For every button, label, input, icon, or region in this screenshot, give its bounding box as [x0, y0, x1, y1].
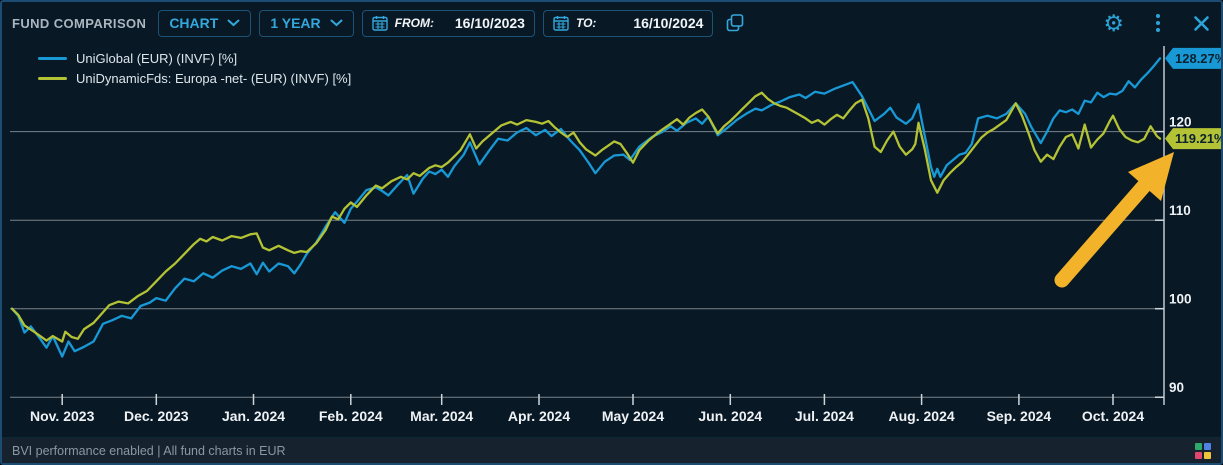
- kebab-dot: [1156, 21, 1160, 25]
- x-axis-label: Feb. 2024: [319, 408, 383, 424]
- y-axis-label: 110: [1169, 203, 1191, 218]
- kebab-dot: [1156, 28, 1160, 32]
- legend-item-unidynamicfds[interactable]: UniDynamicFds: Europa -net- (EUR) (INVF)…: [38, 71, 351, 86]
- x-axis-label: Dec. 2023: [124, 408, 189, 424]
- unidynamicfds-value-badge: [1165, 128, 1221, 150]
- time-range-dropdown[interactable]: 1 YEAR: [259, 9, 354, 37]
- more-options-button[interactable]: [1150, 12, 1166, 34]
- from-date-value: 16/10/2023: [454, 15, 525, 31]
- legend-label: UniGlobal (EUR) (INVF) [%]: [76, 51, 238, 66]
- badge-value: 119.21%: [1175, 131, 1223, 146]
- to-date-value: 16/10/2024: [633, 15, 704, 31]
- from-label: FROM:: [394, 16, 434, 30]
- calendar-icon: [371, 16, 388, 31]
- x-axis-label: Oct. 2024: [1082, 408, 1144, 424]
- y-axis-label: 100: [1169, 292, 1192, 307]
- to-label: TO:: [575, 16, 597, 30]
- copy-icon: [727, 14, 744, 32]
- chevron-down-icon: [330, 19, 343, 27]
- x-axis-label: Mar. 2024: [410, 408, 473, 424]
- from-date-field[interactable]: FROM: 16/10/2023: [361, 9, 535, 37]
- uniglobal-value-badge: [1165, 47, 1221, 69]
- uniglobal-series-line: [10, 57, 1162, 358]
- status-text: BVI performance enabled | All fund chart…: [12, 443, 286, 458]
- x-axis-label: Jan. 2024: [222, 408, 285, 424]
- unidynamicfds-series-line: [10, 91, 1162, 343]
- copy-button[interactable]: [725, 13, 745, 33]
- status-bar: BVI performance enabled | All fund chart…: [2, 437, 1221, 463]
- kebab-dot: [1156, 14, 1160, 18]
- annotation-arrow-shaft: [1054, 178, 1152, 288]
- calendar-icon: [553, 16, 569, 31]
- badge-value: 128.27%: [1175, 51, 1223, 66]
- legend-item-uniglobal[interactable]: UniGlobal (EUR) (INVF) [%]: [38, 51, 351, 66]
- uniglobal-series-swatch: [38, 57, 67, 60]
- x-axis-label: Jul. 2024: [795, 408, 854, 424]
- x-axis-label: Sep. 2024: [987, 408, 1052, 424]
- gear-icon: ⚙: [1103, 9, 1124, 36]
- y-axis-label: 120: [1169, 115, 1192, 130]
- unidynamicfds-series-swatch: [38, 77, 67, 80]
- chart-type-dropdown[interactable]: CHART: [158, 9, 252, 37]
- annotation-arrow-head: [1128, 152, 1174, 201]
- y-axis-label: 90: [1169, 380, 1184, 395]
- header-toolbar: FUND COMPARISON CHART 1 YEAR FROM: 16/10…: [2, 2, 1221, 44]
- to-date-field[interactable]: TO: 16/10/2024: [542, 9, 714, 37]
- x-axis-label: Apr. 2024: [508, 408, 570, 424]
- close-button[interactable]: [1192, 14, 1211, 33]
- x-axis-label: Jun. 2024: [698, 408, 762, 424]
- time-range-dropdown-value: 1 YEAR: [270, 15, 321, 31]
- app-grid-cell: [1195, 451, 1202, 459]
- chevron-down-icon: [227, 19, 240, 27]
- x-axis-label: Aug. 2024: [889, 408, 955, 424]
- app-grid-button[interactable]: [1195, 442, 1211, 459]
- close-icon: [1194, 15, 1209, 31]
- app-grid-cell: [1204, 451, 1211, 459]
- settings-button[interactable]: ⚙: [1103, 9, 1124, 36]
- chart-legend: UniGlobal (EUR) (INVF) [%] UniDynamicFds…: [38, 51, 351, 86]
- legend-label: UniDynamicFds: Europa -net- (EUR) (INVF)…: [76, 71, 352, 86]
- app-grid-cell: [1204, 442, 1211, 450]
- x-axis-label: Nov. 2023: [30, 408, 95, 424]
- page-title: FUND COMPARISON: [12, 15, 147, 31]
- chart-type-dropdown-value: CHART: [169, 15, 219, 31]
- x-axis-label: May 2024: [602, 408, 664, 424]
- app-grid-cell: [1195, 442, 1202, 450]
